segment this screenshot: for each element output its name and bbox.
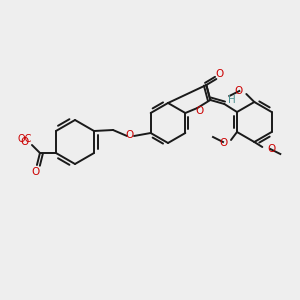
Text: O: O: [267, 144, 275, 154]
Text: O: O: [195, 106, 203, 116]
Text: H: H: [228, 95, 236, 105]
Text: O: O: [215, 69, 224, 79]
Text: O: O: [21, 137, 29, 147]
Text: OC: OC: [18, 134, 32, 144]
Text: O: O: [234, 86, 242, 96]
Text: O: O: [219, 138, 227, 148]
Text: O: O: [125, 130, 133, 140]
Text: O: O: [32, 167, 40, 177]
